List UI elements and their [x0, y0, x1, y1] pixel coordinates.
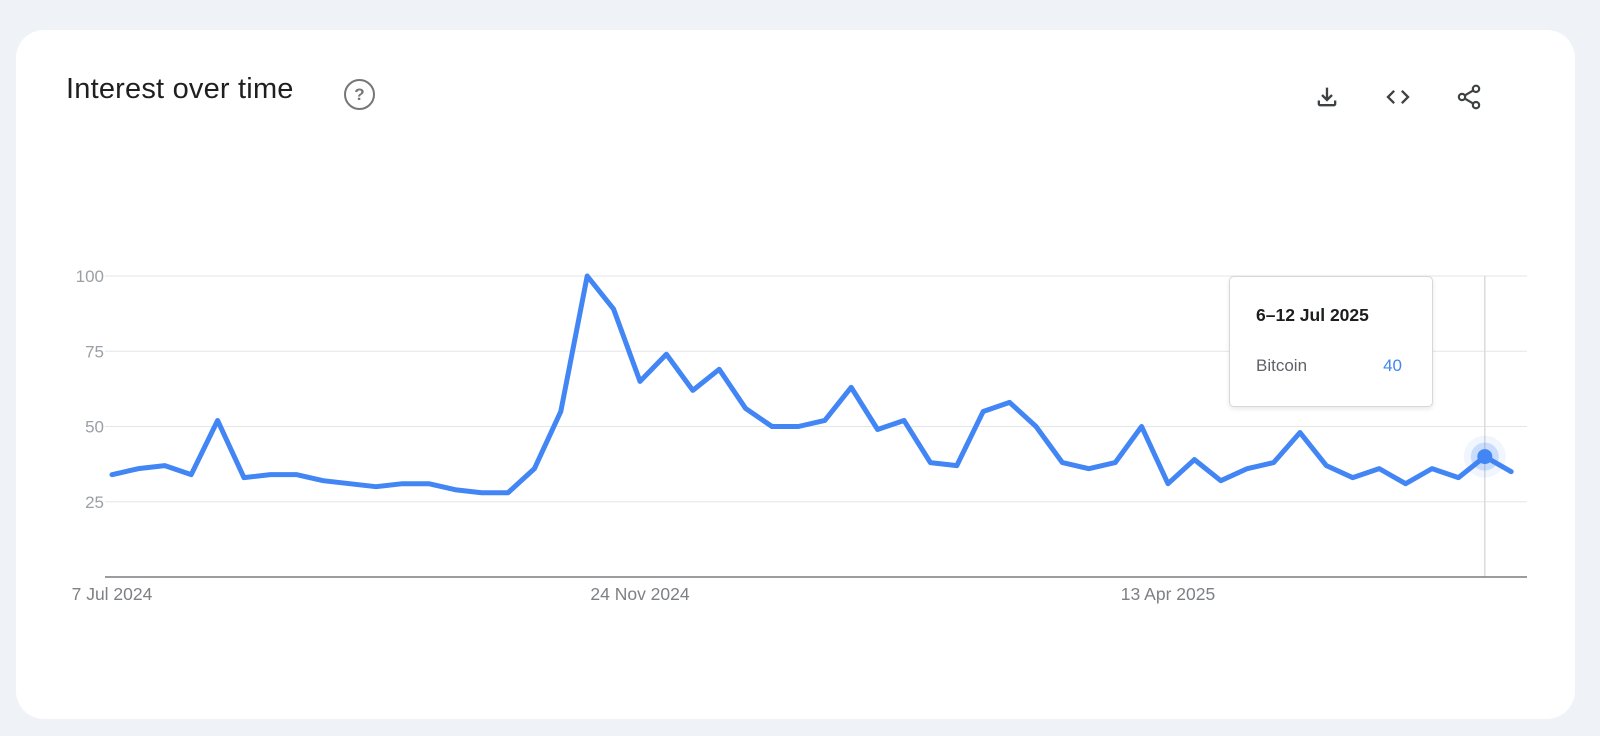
share-button[interactable] [1455, 83, 1483, 111]
download-button[interactable] [1313, 83, 1341, 111]
embed-code-icon [1386, 90, 1410, 104]
x-tick-label: 24 Nov 2024 [590, 584, 690, 604]
interest-over-time-chart[interactable]: 25 50 75 100 7 Jul 2024 24 Nov 2024 13 Apr 202… [16, 30, 1575, 719]
chart-tooltip: 6–12 Jul 2025 Bitcoin 40 [1229, 276, 1433, 407]
trend-line [109, 273, 1514, 496]
hover-dot [1477, 449, 1493, 465]
tooltip-series-row: Bitcoin 40 [1230, 356, 1432, 376]
y-tick-label: 100 [76, 267, 104, 286]
tooltip-date-range: 6–12 Jul 2025 [1256, 305, 1369, 325]
help-glyph: ? [354, 84, 365, 104]
x-tick-label: 13 Apr 2025 [1121, 584, 1215, 604]
page-title: Interest over time [66, 73, 294, 105]
trend-chart-canvas: 25 50 75 100 7 Jul 2024 24 Nov 2024 13 Apr 202… [72, 267, 1527, 604]
download-icon [1317, 87, 1337, 107]
tooltip-value: 40 [1383, 356, 1402, 375]
y-tick-label: 75 [85, 342, 104, 361]
x-tick-label: 7 Jul 2024 [72, 584, 153, 604]
y-tick-label: 25 [85, 493, 104, 512]
tooltip-term-label: Bitcoin [1256, 356, 1308, 375]
interest-over-time-card: Interest over time ? 25 50 75 100 7 Jul 202 [16, 30, 1575, 719]
share-icon [1457, 84, 1481, 110]
help-icon[interactable]: ? [344, 79, 375, 110]
y-tick-label: 50 [85, 418, 104, 437]
embed-code-button[interactable] [1384, 83, 1412, 111]
chart-actions [1313, 83, 1483, 111]
